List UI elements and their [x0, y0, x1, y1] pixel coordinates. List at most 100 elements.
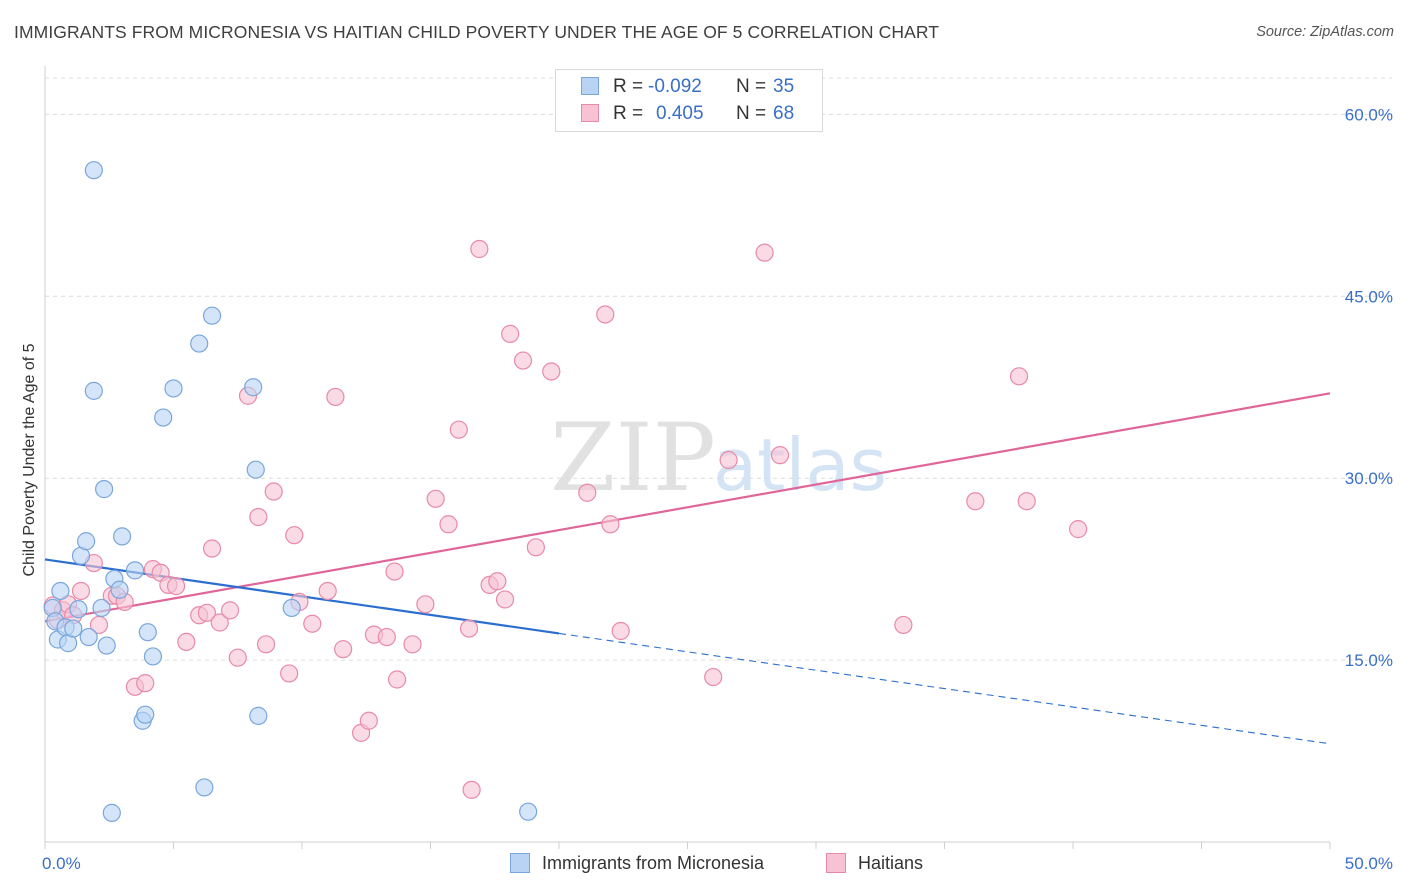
- micronesia-point: [136, 705, 155, 724]
- micronesia-point: [64, 619, 83, 638]
- haitians-point: [1069, 520, 1088, 539]
- watermark: ZIP atlas: [550, 404, 887, 513]
- haitians-point: [449, 420, 468, 439]
- haitians-point: [202, 539, 222, 558]
- chart-title: IMMIGRANTS FROM MICRONESIA VS HAITIAN CH…: [14, 22, 940, 42]
- haitians-point: [578, 483, 597, 502]
- micronesia-trend-extension: [558, 632, 1331, 745]
- micronesia-point: [92, 598, 111, 618]
- watermark-atlas: atlas: [713, 423, 887, 507]
- micronesia-point: [84, 161, 103, 180]
- haitians-point: [416, 595, 435, 614]
- source-credit: Source: ZipAtlas.com: [1256, 24, 1394, 40]
- haitians-point: [303, 614, 322, 633]
- legend-swatch-pink: [581, 104, 599, 122]
- micronesia-point: [84, 381, 103, 400]
- y-tick-label: 15.0%: [1345, 651, 1393, 670]
- x-tick-label: 50.0%: [1345, 854, 1393, 873]
- micronesia-point: [77, 532, 96, 551]
- haitians-point: [462, 780, 481, 799]
- haitians-point: [1017, 492, 1036, 511]
- haitians-point: [513, 351, 533, 370]
- haitians-point: [377, 627, 396, 647]
- haitians-point: [228, 648, 247, 667]
- haitians-point: [385, 562, 404, 581]
- legend-swatch-pink: [826, 853, 846, 873]
- haitians-point: [495, 590, 515, 609]
- legend-label: Haitians: [858, 853, 924, 873]
- haitians-point: [704, 667, 723, 687]
- y-tick-label: 60.0%: [1345, 105, 1393, 124]
- haitians-point: [256, 635, 276, 654]
- micronesia-point: [95, 480, 114, 499]
- haitians-point: [459, 619, 479, 638]
- legend-r-label: R =: [613, 103, 644, 124]
- legend-r-label: R =: [613, 76, 644, 97]
- micronesia-point: [69, 600, 88, 619]
- micronesia-point: [244, 378, 263, 397]
- y-axis-label: Child Poverty Under the Age of 5: [21, 343, 38, 577]
- haitians-point: [136, 674, 155, 693]
- haitians-point: [966, 492, 985, 511]
- micronesia-point: [202, 306, 222, 325]
- legend-n-label: N =: [736, 103, 767, 124]
- x-tick-label: 0.0%: [42, 854, 81, 873]
- haitians-point: [318, 581, 337, 601]
- legend-label: Immigrants from Micronesia: [542, 853, 765, 873]
- micronesia-point: [79, 627, 98, 647]
- micronesia-point: [195, 778, 214, 797]
- haitians-point: [334, 640, 353, 659]
- micronesia-point: [138, 623, 157, 642]
- haitians-point: [601, 515, 620, 534]
- legend-n-value: 68: [773, 103, 795, 124]
- haitians-point: [755, 243, 774, 262]
- haitians-point: [611, 621, 630, 641]
- legend-swatch-blue: [581, 77, 599, 95]
- haitians-point: [264, 482, 283, 501]
- legend-swatch-blue: [510, 853, 530, 873]
- haitians-point: [403, 635, 422, 654]
- micronesia-point: [249, 706, 268, 725]
- haitians-point: [210, 613, 229, 632]
- tick-labels: 15.0% 30.0% 45.0% 60.0% 0.0% 50.0%: [42, 105, 1393, 873]
- haitians-point: [488, 572, 507, 591]
- haitians-point: [770, 446, 790, 465]
- axes: [44, 66, 1331, 849]
- micronesia-point: [125, 561, 145, 580]
- haitians-trend-line: [44, 392, 1331, 623]
- haitians-point: [71, 581, 91, 601]
- haitians-point: [177, 632, 196, 652]
- haitians-point: [526, 538, 545, 557]
- haitians-point: [326, 387, 345, 407]
- micronesia-point: [154, 408, 173, 427]
- grid-lines: [45, 77, 1392, 661]
- haitians-point: [426, 489, 445, 508]
- micronesia-point: [143, 647, 163, 666]
- micronesia-point: [282, 598, 301, 618]
- legend-n-label: N =: [736, 76, 767, 97]
- micronesia-point: [164, 379, 183, 398]
- haitians-point: [596, 305, 615, 324]
- haitians-point: [387, 670, 407, 689]
- haitians-point: [1009, 367, 1029, 386]
- legend-r-value: -0.092: [648, 76, 702, 97]
- haitians-point: [166, 577, 186, 596]
- stats-legend: R = -0.092 N = 35 R = 0.405 N = 68: [555, 69, 823, 132]
- micronesia-point: [102, 803, 121, 822]
- micronesia-point: [51, 581, 70, 601]
- micronesia-point: [112, 527, 132, 546]
- haitians-point: [542, 362, 561, 381]
- haitians-point: [249, 507, 268, 527]
- haitians-point: [719, 450, 738, 470]
- haitians-point: [439, 515, 458, 534]
- watermark-zip: ZIP: [550, 404, 716, 513]
- micronesia-point: [246, 460, 265, 479]
- haitians-point: [470, 239, 489, 259]
- data-points: [43, 161, 1088, 822]
- micronesia-point: [190, 334, 209, 353]
- haitians-point: [359, 711, 378, 730]
- y-tick-label: 30.0%: [1345, 469, 1393, 488]
- micronesia-point: [519, 802, 538, 821]
- haitians-point: [280, 664, 299, 683]
- y-tick-label: 45.0%: [1345, 287, 1393, 306]
